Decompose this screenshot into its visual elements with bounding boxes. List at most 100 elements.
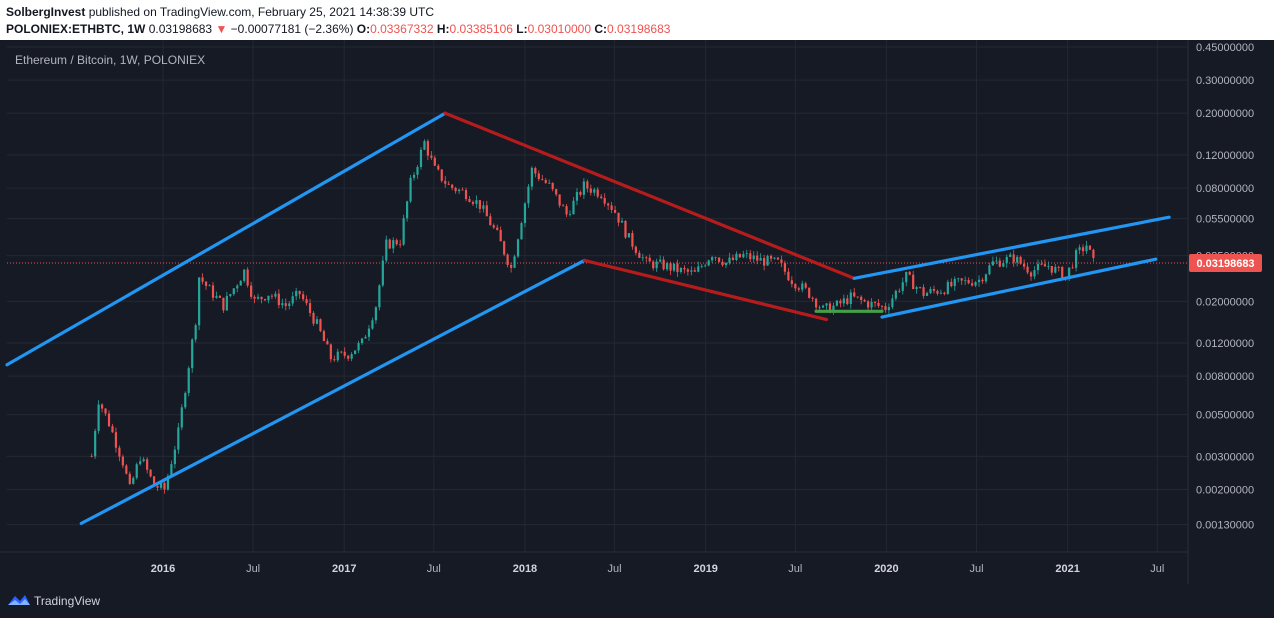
candle-body (957, 278, 960, 280)
candle-body (388, 239, 391, 249)
candle-body (215, 295, 218, 298)
candle (440, 169, 443, 183)
candle-body (745, 253, 748, 255)
candle-body (1092, 249, 1095, 258)
candle (742, 250, 745, 259)
candle (936, 289, 939, 296)
candle (776, 256, 780, 261)
candle-body (378, 285, 381, 308)
price-tick-label: 0.08000000 (1196, 183, 1254, 195)
candle-body (925, 292, 929, 296)
candle (801, 280, 804, 293)
candle-body (811, 297, 814, 299)
price-tick-label: 0.00200000 (1196, 484, 1254, 496)
candle (589, 184, 592, 196)
candle-body (714, 257, 717, 258)
candle-body (544, 180, 547, 183)
candle (506, 253, 509, 268)
candle-body (513, 256, 516, 268)
author-name[interactable]: SolbergInvest (6, 5, 86, 19)
price-tick-label: 0.12000000 (1196, 150, 1254, 162)
candle-body (756, 255, 759, 261)
candle-body (406, 201, 409, 219)
price-tick-label: 0.05500000 (1196, 214, 1254, 226)
candle-body (704, 265, 707, 267)
candle-body (478, 200, 481, 209)
candle (208, 284, 211, 287)
tradingview-logo-icon[interactable] (7, 592, 31, 608)
candle-body (915, 287, 918, 290)
candle-body (180, 407, 183, 428)
candle (1040, 260, 1043, 266)
candle-body (1012, 254, 1015, 263)
candle (399, 239, 402, 248)
lower-channel-line-2019[interactable] (880, 257, 1158, 319)
candle-body (929, 289, 932, 293)
candle-body (600, 196, 603, 199)
candle-body (908, 271, 911, 275)
candle-body (780, 259, 783, 264)
lower-channel-line-2015[interactable] (79, 258, 586, 525)
candle (582, 178, 585, 200)
candle-body (284, 303, 287, 306)
candle-body (267, 295, 270, 301)
candle (659, 255, 662, 263)
candle (537, 170, 540, 182)
candle (360, 337, 364, 346)
chart-panel[interactable]: 0.45000000 0.30000000 0.20000000 0.12000000… (0, 40, 1274, 584)
wedge-lower-line[interactable] (582, 258, 829, 322)
candle (388, 238, 391, 250)
candle (575, 188, 579, 206)
candle-body (873, 301, 877, 303)
candle (950, 278, 953, 288)
candle (1033, 266, 1036, 280)
candle-body (919, 287, 922, 288)
candle (891, 294, 894, 310)
candle-body (395, 240, 398, 245)
candle (863, 298, 866, 303)
candle (111, 423, 114, 434)
candle (451, 183, 454, 191)
candle-body (319, 319, 322, 332)
candle (128, 471, 131, 486)
wedge-upper-line[interactable] (443, 111, 856, 280)
candle-body (187, 368, 190, 393)
candle (277, 289, 280, 309)
candle (697, 261, 700, 273)
candle-body (801, 283, 804, 290)
time-tick-label: 2021 (1055, 563, 1079, 575)
candle (496, 224, 499, 231)
candle-body (159, 482, 163, 488)
candle (877, 299, 880, 308)
candle-body (700, 265, 703, 267)
candle-body (593, 189, 596, 193)
tradingview-brand[interactable]: TradingView (34, 594, 101, 608)
candle (794, 283, 797, 292)
candle-body (468, 199, 471, 202)
candle-body (412, 174, 416, 178)
candle (468, 196, 471, 203)
candle (624, 220, 627, 239)
candle-body (832, 305, 835, 313)
candle-body (447, 183, 450, 185)
candle (204, 281, 208, 290)
candle-body (1047, 265, 1050, 267)
upper-channel-line-2015[interactable] (5, 111, 447, 367)
candle (700, 263, 703, 269)
time-tick-label: 2020 (874, 563, 898, 575)
candle (1016, 254, 1019, 267)
candle (406, 200, 409, 222)
candle (901, 277, 904, 295)
candle (149, 469, 152, 478)
candle-body (977, 279, 981, 283)
candle (180, 404, 183, 431)
candle (194, 323, 197, 343)
price-tick-label: 0.20000000 (1196, 108, 1254, 120)
candle-body (853, 292, 856, 297)
candle (645, 255, 648, 263)
upper-channel-line-2019[interactable] (852, 215, 1171, 280)
candle-body (308, 303, 312, 313)
price-chart[interactable]: 0.45000000 0.30000000 0.20000000 0.12000000… (0, 40, 1274, 584)
candle (648, 254, 651, 262)
candle (756, 251, 759, 265)
